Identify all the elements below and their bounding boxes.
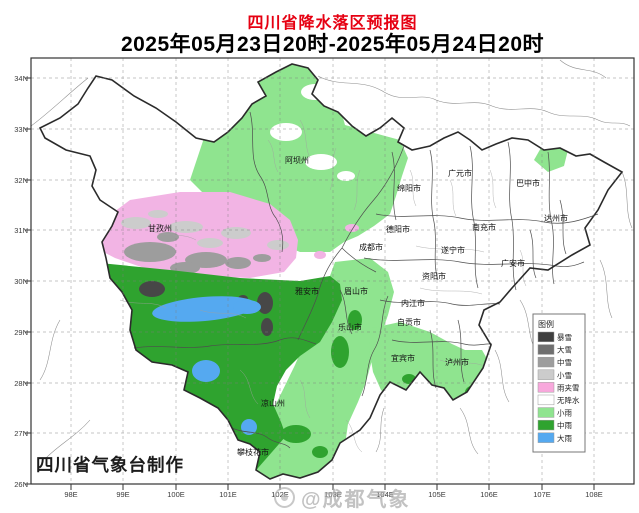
region-label: 宜宾市 [391,353,415,363]
lat-label: 27N [14,429,28,438]
legend-label: 暴雪 [557,333,572,342]
region-label: 内江市 [401,298,425,308]
region-label: 眉山市 [344,286,368,296]
lon-label: 105E [428,490,446,499]
region-label: 广安市 [501,258,525,268]
region-label: 德阳市 [386,224,410,234]
lat-label: 31N [14,226,28,235]
legend-swatch [537,432,555,443]
moderate-snow-layer [124,232,271,274]
lon-label: 99E [116,490,129,499]
region-label: 雅安市 [295,286,319,296]
region-label: 达州市 [544,213,568,223]
region-label: 甘孜州 [148,223,172,233]
credit-text: 四川省气象台制作 [36,455,184,475]
region-label: 南充市 [472,222,496,232]
lon-label: 98E [64,490,77,499]
lon-label: 103E [324,490,342,499]
region-label: 成都市 [359,242,383,252]
region-label: 凉山州 [261,398,285,408]
legend-label: 大雪 [557,345,572,355]
lon-label: 106E [480,490,498,499]
province-outline [38,63,624,480]
region-label: 自贡市 [397,317,421,327]
region-label: 遂宁市 [441,245,465,255]
prefecture-boundaries [133,111,599,449]
region-label: 巴中市 [516,178,540,188]
region-labels: 甘孜州 阿坝州 广元市 绵阳市 巴中市 达州市 南充市 德阳市 成都市 遂宁市 … [148,156,568,457]
lat-label: 32N [14,176,28,185]
legend-label: 小雪 [557,371,572,380]
legend-swatch [537,394,555,406]
legend-swatch [537,369,555,380]
watermark: @成都气象 [274,483,411,512]
lon-label: 107E [533,490,551,499]
region-label: 绵阳市 [397,183,421,193]
region-label: 资阳市 [422,271,446,281]
lon-label: 108E [585,490,603,499]
lat-axis: 34N 33N 32N 31N 30N 29N 28N 27N 26N [14,74,28,489]
lat-label: 26N [14,480,28,489]
region-label: 广元市 [448,168,472,178]
lat-label: 33N [14,125,28,134]
lat-label: 34N [14,74,28,83]
legend: 图例 暴雪 大雪 中雪 小雪 雨夹雪 无降水 小雨 中雨 大雨 [532,313,586,453]
legend-swatch [537,407,555,418]
lon-label: 100E [167,490,185,499]
page-title: 四川省降水落区预报图 [247,15,418,32]
lon-label: 101E [219,490,237,499]
region-label: 乐山市 [338,322,362,332]
legend-swatch [537,344,555,355]
legend-label: 雨夹雪 [557,382,580,392]
neighbor-boundaries [30,59,633,459]
lat-label: 30N [14,277,28,286]
legend-swatch [537,419,555,431]
legend-label: 中雪 [557,357,572,367]
date-range: 2025年05月23日20时-2025年05月24日20时 [120,33,545,56]
lat-label: 28N [14,379,28,388]
lon-label: 104E [376,490,394,499]
legend-label: 小雨 [557,409,572,418]
legend-label: 无降水 [557,395,580,405]
region-label: 攀枝花市 [237,447,269,457]
legend-title: 图例 [538,319,554,329]
legend-swatch [537,382,555,393]
region-label: 阿坝州 [285,156,309,165]
legend-label: 中雨 [557,420,572,430]
blizzard-layer [139,281,273,336]
lat-label: 29N [14,328,28,337]
watermark-text: @成都气象 [301,489,411,511]
watermark-logo-icon [274,487,295,508]
region-label: 泸州市 [445,357,469,367]
axis-ticks [25,77,595,490]
legend-swatch [537,356,555,368]
heavy-rain-layer [152,296,261,435]
legend-swatch [537,331,555,343]
legend-label: 大雨 [557,433,572,443]
